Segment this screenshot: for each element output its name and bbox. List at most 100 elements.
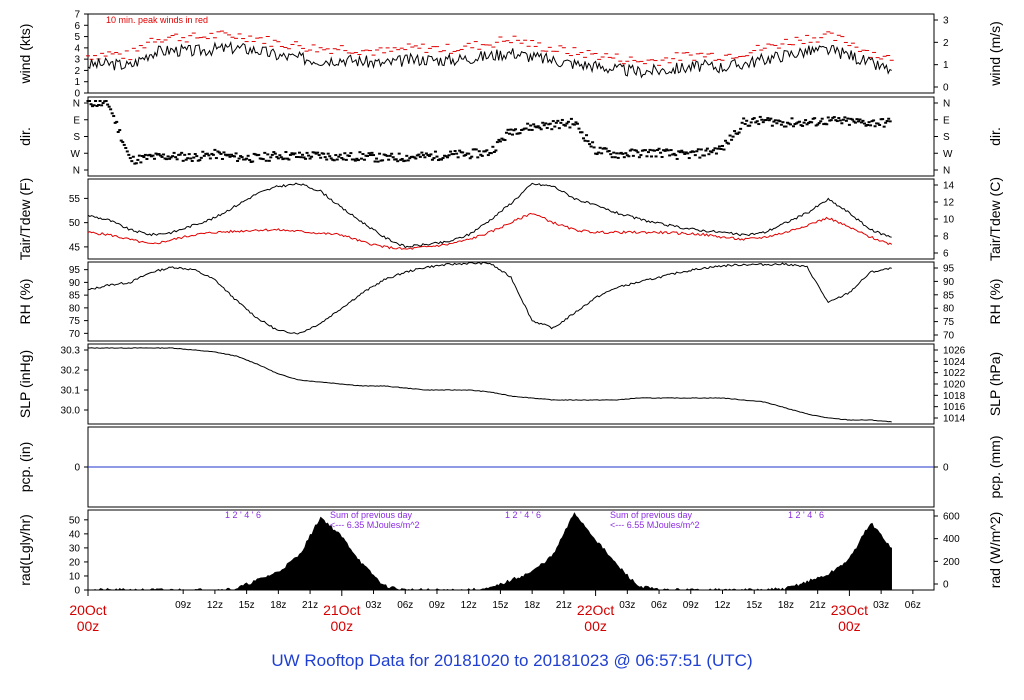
ytick-left-label: 10 <box>69 571 81 582</box>
panel-frame <box>87 261 935 342</box>
ylabel-left: SLP (inHg) <box>17 350 33 418</box>
xtick-label: 06z <box>651 600 667 611</box>
date-hour-label: 00z <box>584 618 607 634</box>
ytick-left-label: N <box>73 99 80 110</box>
date-label: 20Oct <box>69 602 106 618</box>
ylabel-right: dir. <box>987 127 1003 146</box>
xtick-label: 21z <box>556 600 572 611</box>
xtick-label: 18z <box>524 600 540 611</box>
ylabel-right: SLP (hPa) <box>987 352 1003 416</box>
humidity-line <box>87 261 892 335</box>
xtick-label: 21z <box>302 600 318 611</box>
ytick-left-label: 6 <box>74 21 80 32</box>
xtick-label: 03z <box>365 600 381 611</box>
panel-radiation: rad(Lgly/hr) rad (W/m^2) 0 10 20 30 40 50 0 200 40… <box>17 509 1003 597</box>
xtick-label: 18z <box>778 600 794 611</box>
ytick-right-label: 8 <box>943 232 949 243</box>
xtick-label: 09z <box>683 600 699 611</box>
ytick-left-label: 0 <box>74 586 80 597</box>
xtick-label: 12z <box>461 600 477 611</box>
ylabel-left: dir. <box>17 127 33 146</box>
ytick-left-label: 95 <box>69 265 81 276</box>
ytick-right-label: 1 <box>943 60 949 71</box>
ytick-left-label: 90 <box>69 278 81 289</box>
radiation-hour-ticks: 1 2 ' 4 ' 6 <box>788 510 824 520</box>
ytick-left-label: 1 <box>74 77 80 88</box>
ytick-left-label: N <box>73 166 80 177</box>
ytick-left-label: 40 <box>69 529 81 540</box>
ylabel-right: RH (%) <box>987 279 1003 325</box>
dewpoint-line <box>87 212 893 250</box>
date-hour-label: 00z <box>838 618 861 634</box>
xtick-label: 09z <box>175 600 191 611</box>
ytick-left-label: 70 <box>69 329 81 340</box>
ylabel-left: RH (%) <box>17 279 33 325</box>
xtick-label: 06z <box>397 600 413 611</box>
xtick-label: 12z <box>207 600 223 611</box>
x-axis: 09z 12z 15z 18z 21z 03z 06z 09z 12z 15z 18z 21z 03z 0… <box>69 590 921 634</box>
panel-precipitation: pcp. (in) pcp. (mm) 0 0 <box>17 426 1003 508</box>
xtick-label: 21z <box>810 600 826 611</box>
xtick-label: 09z <box>429 600 445 611</box>
ytick-right-label: 12 <box>943 198 955 209</box>
xtick-label: 18z <box>270 600 286 611</box>
ytick-left-label: 2 <box>74 66 80 77</box>
ytick-left-label: 30.3 <box>61 346 81 357</box>
ytick-right-label: 95 <box>943 264 955 275</box>
ytick-right-label: N <box>943 166 950 177</box>
radiation-sum-text: <--- 6.55 MJoules/m^2 <box>610 520 700 530</box>
xtick-label: 06z <box>905 600 921 611</box>
ytick-right-label: 85 <box>943 290 955 301</box>
ytick-right-label: 1018 <box>943 391 966 402</box>
xtick-label: 03z <box>873 600 889 611</box>
ytick-right-label: 6 <box>943 249 949 260</box>
xtick-label: 15z <box>239 600 255 611</box>
date-hour-label: 00z <box>331 618 354 634</box>
ylabel-left: pcp. (in) <box>17 442 33 493</box>
ytick-right-label: 90 <box>943 277 955 288</box>
ylabel-left: rad(Lgly/hr) <box>17 514 33 586</box>
ytick-left-label: 4 <box>74 43 80 54</box>
ytick-left-label: 30 <box>69 543 81 554</box>
ytick-left-label: 30.1 <box>61 386 81 397</box>
date-hour-label: 00z <box>77 618 100 634</box>
ytick-right-label: 0 <box>943 83 949 94</box>
ylabel-left: Tair/Tdew (F) <box>17 178 33 260</box>
ytick-left-label: W <box>71 149 81 160</box>
ytick-right-label: 0 <box>943 580 949 591</box>
ytick-right-label: 2 <box>943 38 949 49</box>
ytick-left-label: 3 <box>74 55 80 66</box>
ytick-right-label: 3 <box>943 16 949 27</box>
ytick-right-label: 14 <box>943 181 955 192</box>
ylabel-left: wind (kts) <box>17 24 33 85</box>
ytick-left-label: 30.2 <box>61 366 81 377</box>
ytick-left-label: 50 <box>69 218 81 229</box>
ytick-left-label: 75 <box>69 316 81 327</box>
xtick-label: 03z <box>619 600 635 611</box>
ytick-right-label: 80 <box>943 304 955 315</box>
date-label: 22Oct <box>577 602 614 618</box>
ylabel-right: rad (W/m^2) <box>987 512 1003 589</box>
ytick-left-label: 7 <box>74 10 80 21</box>
panel-frame <box>87 13 935 94</box>
wind-mean-line <box>87 40 892 79</box>
date-label: 21Oct <box>323 602 360 618</box>
ytick-right-label: 400 <box>943 534 960 545</box>
radiation-sum-text: <--- 6.35 MJoules/m^2 <box>330 520 420 530</box>
ylabel-right: wind (m/s) <box>987 21 1003 87</box>
radiation-hour-ticks: 1 2 ' 4 ' 6 <box>505 510 541 520</box>
panel-temperature: Tair/Tdew (F) Tair/Tdew (C) 45 50 55 6 8 10 12 14 <box>17 177 1003 261</box>
air-temperature-line <box>87 182 892 249</box>
ytick-left-label: 50 <box>69 515 81 526</box>
radiation-sum-text: Sum of previous day <box>610 510 693 520</box>
ytick-right-label: 1014 <box>943 414 966 425</box>
ytick-left-label: 0 <box>74 463 80 474</box>
pressure-line <box>87 347 892 423</box>
ylabel-right: pcp. (mm) <box>987 436 1003 499</box>
ytick-left-label: 85 <box>69 291 81 302</box>
figure-title: UW Rooftop Data for 20181020 to 20181023… <box>271 651 752 670</box>
